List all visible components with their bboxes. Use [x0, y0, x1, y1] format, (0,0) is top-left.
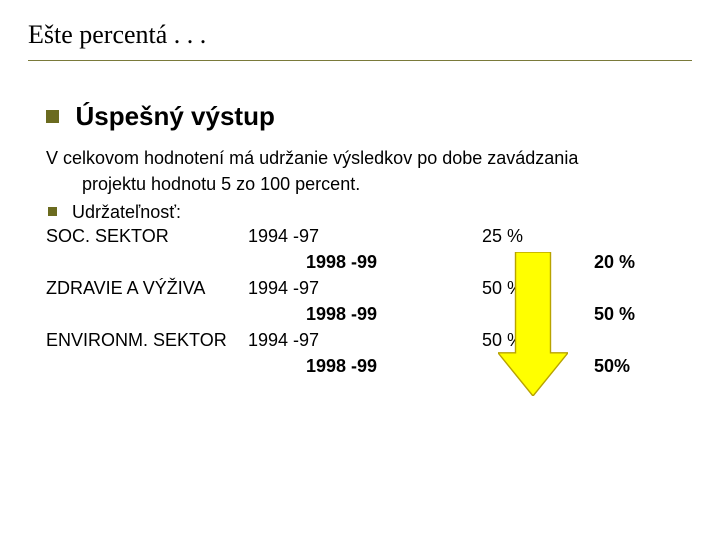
pct-primary: 50 %	[482, 278, 523, 299]
year-secondary: 1998 -99	[306, 304, 377, 325]
year-secondary: 1998 -99	[306, 252, 377, 273]
intro-line-2: projektu hodnotu 5 zo 100 percent.	[46, 172, 692, 196]
sector-label: ENVIRONM. SEKTOR	[46, 330, 227, 351]
year-secondary: 1998 -99	[306, 356, 377, 377]
sub-bullet-text: Udržateľnosť:	[72, 200, 181, 224]
year-primary: 1994 -97	[248, 226, 319, 247]
slide: Ešte percentá . . . Úspešný výstup V cel…	[0, 0, 720, 540]
sector-label: ZDRAVIE A VÝŽIVA	[46, 278, 205, 299]
pct-primary: 50 %	[482, 330, 523, 351]
sub-bullet-row: Udržateľnosť:	[46, 199, 692, 224]
sector-label: SOC. SEKTOR	[46, 226, 169, 247]
pct-secondary: 50%	[594, 356, 630, 377]
data-table: SOC. SEKTOR 1994 -97 25 % 1998 -99 20 % …	[46, 226, 692, 396]
intro-line-1: V celkovom hodnotení má udržanie výsledk…	[46, 146, 692, 170]
slide-title: Ešte percentá . . .	[28, 20, 692, 50]
year-primary: 1994 -97	[248, 330, 319, 351]
square-bullet-icon	[48, 207, 57, 216]
square-bullet-icon	[46, 110, 59, 123]
down-arrow-icon	[498, 252, 568, 396]
content-area: Úspešný výstup V celkovom hodnotení má u…	[46, 101, 692, 396]
pct-secondary: 50 %	[594, 304, 635, 325]
title-block: Ešte percentá . . .	[28, 20, 692, 61]
heading-row: Úspešný výstup	[46, 101, 692, 132]
year-primary: 1994 -97	[248, 278, 319, 299]
pct-secondary: 20 %	[594, 252, 635, 273]
pct-primary: 25 %	[482, 226, 523, 247]
heading-text: Úspešný výstup	[75, 101, 274, 132]
